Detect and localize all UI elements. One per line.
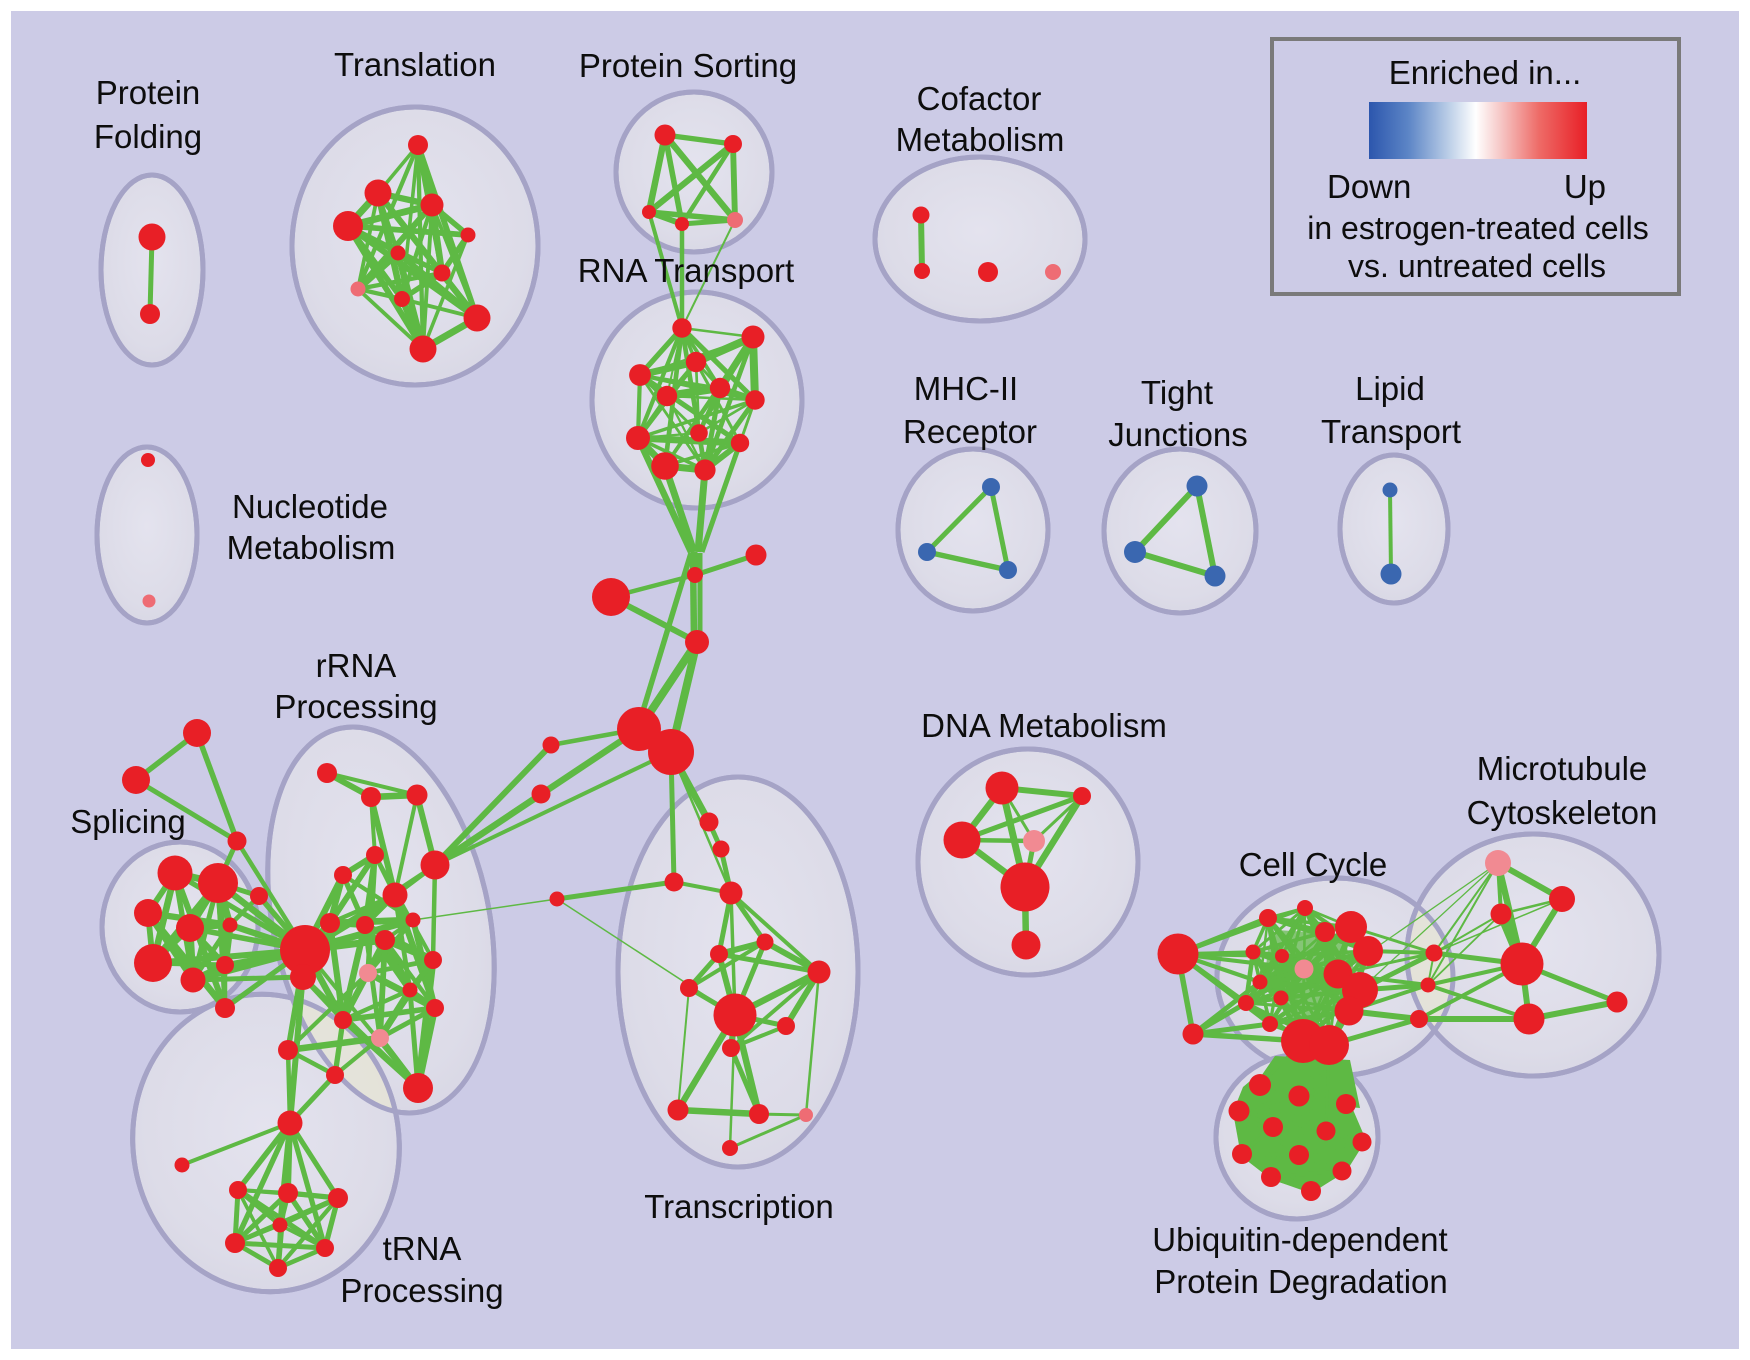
- svg-text:Protein Sorting: Protein Sorting: [579, 47, 797, 84]
- svg-text:Enriched in...: Enriched in...: [1389, 54, 1582, 91]
- svg-text:in estrogen-treated cells: in estrogen-treated cells: [1307, 210, 1649, 246]
- svg-text:Protein: Protein: [96, 74, 201, 111]
- svg-text:Transcription: Transcription: [644, 1188, 834, 1225]
- svg-text:Cofactor: Cofactor: [917, 80, 1042, 117]
- svg-text:Protein Degradation: Protein Degradation: [1154, 1263, 1448, 1300]
- svg-text:Translation: Translation: [334, 46, 496, 83]
- svg-text:Receptor: Receptor: [903, 413, 1037, 450]
- svg-text:Folding: Folding: [94, 118, 202, 155]
- svg-text:MHC-II: MHC-II: [914, 370, 1018, 407]
- svg-text:vs. untreated cells: vs. untreated cells: [1348, 248, 1606, 284]
- svg-text:RNA Transport: RNA Transport: [578, 252, 794, 289]
- svg-text:Processing: Processing: [340, 1272, 503, 1309]
- svg-text:Metabolism: Metabolism: [896, 121, 1065, 158]
- svg-text:Processing: Processing: [274, 688, 437, 725]
- svg-text:Ubiquitin-dependent: Ubiquitin-dependent: [1152, 1221, 1447, 1258]
- svg-text:Nucleotide: Nucleotide: [232, 488, 388, 525]
- svg-text:rRNA: rRNA: [316, 647, 397, 684]
- svg-text:Tight: Tight: [1141, 374, 1213, 411]
- svg-text:tRNA: tRNA: [383, 1230, 462, 1267]
- svg-text:DNA Metabolism: DNA Metabolism: [921, 707, 1167, 744]
- svg-text:Cytoskeleton: Cytoskeleton: [1467, 794, 1658, 831]
- svg-text:Junctions: Junctions: [1108, 416, 1247, 453]
- svg-text:Cell Cycle: Cell Cycle: [1239, 846, 1388, 883]
- svg-text:Transport: Transport: [1321, 413, 1461, 450]
- svg-text:Lipid: Lipid: [1355, 370, 1425, 407]
- svg-text:Up: Up: [1564, 168, 1606, 205]
- svg-text:Splicing: Splicing: [70, 803, 186, 840]
- svg-text:Microtubule: Microtubule: [1477, 750, 1648, 787]
- svg-text:Metabolism: Metabolism: [227, 529, 396, 566]
- svg-text:Down: Down: [1327, 168, 1411, 205]
